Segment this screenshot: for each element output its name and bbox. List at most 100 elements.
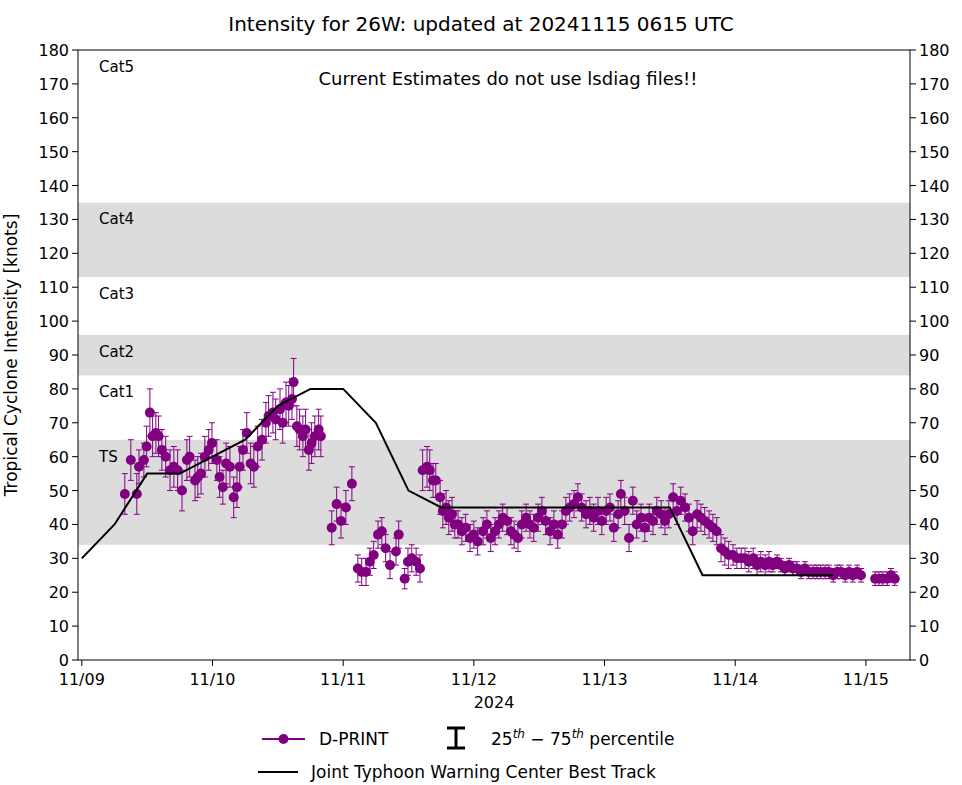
dprint-point: [856, 570, 866, 580]
dprint-point: [196, 469, 206, 479]
dprint-point: [145, 408, 155, 418]
y-tick-label-right: 60: [919, 448, 939, 467]
x-tick: [604, 660, 605, 666]
dprint-point: [377, 526, 387, 536]
x-tick: [473, 660, 474, 666]
chart: TSCat1Cat2Cat3Cat4Cat5Intensity for 26W:…: [0, 0, 962, 785]
y-tick-label-right: 30: [919, 549, 939, 568]
y-tick-right: [910, 321, 916, 322]
intensity-band: [78, 277, 910, 335]
x-axis-label: 2024: [474, 693, 515, 712]
dprint-point: [332, 499, 342, 509]
dprint-point: [218, 482, 228, 492]
dprint-point: [126, 455, 136, 465]
y-tick-label: 70: [49, 414, 69, 433]
dprint-point: [624, 533, 634, 543]
dprint-point: [628, 496, 638, 506]
y-tick-label: 170: [38, 75, 69, 94]
y-tick-right: [910, 456, 916, 457]
dprint-point: [215, 472, 225, 482]
x-tick-label: 11/15: [843, 670, 889, 689]
legend-line: [258, 771, 298, 773]
dprint-point: [207, 438, 217, 448]
legend-marker: [279, 734, 289, 744]
intensity-band: [78, 50, 910, 203]
y-tick-label-right: 20: [919, 583, 939, 602]
y-tick-label: 30: [49, 549, 69, 568]
y-tick: [72, 321, 78, 322]
dprint-point: [425, 465, 435, 475]
x-tick: [865, 660, 866, 666]
dprint-point: [640, 523, 650, 533]
y-tick-label-right: 90: [919, 346, 939, 365]
dprint-point: [229, 492, 239, 502]
y-tick-label-right: 170: [919, 75, 950, 94]
y-axis-label: Tropical Cyclone Intensity [knots]: [1, 214, 21, 498]
y-tick-label: 130: [38, 210, 69, 229]
band-label: Cat1: [99, 383, 134, 401]
legend: D-PRINT25th − 75th percentileJoint Typho…: [258, 727, 674, 782]
y-tick-label-right: 10: [919, 617, 939, 636]
y-tick: [72, 287, 78, 288]
y-tick-right: [910, 50, 916, 51]
dprint-point: [249, 462, 259, 472]
title: Intensity for 26W: updated at 20241115 0…: [228, 12, 733, 36]
x-tick: [81, 660, 82, 666]
y-tick-label-right: 0: [919, 651, 929, 670]
dprint-point: [341, 503, 351, 513]
y-tick-label-right: 80: [919, 380, 939, 399]
dprint-point: [557, 519, 567, 529]
y-tick-right: [910, 151, 916, 152]
y-tick-label-right: 110: [919, 278, 950, 297]
dprint-point: [688, 526, 698, 536]
dprint-point: [185, 452, 195, 462]
dprint-point: [161, 452, 171, 462]
y-tick-right: [910, 524, 916, 525]
dprint-point: [648, 516, 658, 526]
x-tick-label: 11/14: [712, 670, 758, 689]
y-tick: [72, 558, 78, 559]
plot-frame: [78, 50, 910, 660]
dprint-point: [177, 486, 187, 496]
dprint-point: [597, 516, 607, 526]
y-tick-right: [910, 355, 916, 356]
y-tick-label-right: 70: [919, 414, 939, 433]
y-tick-label: 20: [49, 583, 69, 602]
y-tick: [72, 253, 78, 254]
y-tick-right: [910, 219, 916, 220]
x-tick-label: 11/12: [451, 670, 497, 689]
band-label: TS: [98, 448, 118, 466]
dprint-point: [502, 516, 512, 526]
best-track-line: [82, 389, 833, 575]
y-tick-label: 140: [38, 177, 69, 196]
y-tick: [72, 355, 78, 356]
y-tick-right: [910, 253, 916, 254]
y-tick-label: 110: [38, 278, 69, 297]
dprint-point: [242, 428, 252, 438]
intensity-band: [78, 203, 910, 278]
dprint-point: [680, 503, 690, 513]
y-tick-label: 60: [49, 448, 69, 467]
y-tick-label: 40: [49, 515, 69, 534]
y-tick-label: 160: [38, 109, 69, 128]
band-label: Cat4: [99, 210, 134, 228]
y-tick-label-right: 50: [919, 482, 939, 501]
y-tick-label: 0: [59, 651, 69, 670]
dprint-point: [316, 431, 326, 441]
y-tick-label: 120: [38, 244, 69, 263]
y-tick: [72, 50, 78, 51]
y-tick: [72, 490, 78, 491]
dprint-point: [712, 526, 722, 536]
legend-label: Joint Typhoon Warning Center Best Track: [310, 762, 656, 782]
dprint-point: [400, 574, 410, 584]
dprint-point: [232, 482, 242, 492]
x-tick: [212, 660, 213, 666]
dprint-point: [553, 530, 563, 540]
y-tick-right: [910, 660, 916, 661]
dprint-point: [381, 543, 391, 553]
intensity-band: [78, 375, 910, 439]
x-tick-label: 11/11: [320, 670, 366, 689]
dprint-point: [616, 489, 626, 499]
y-tick: [72, 422, 78, 423]
x-tick-label: 11/10: [189, 670, 235, 689]
